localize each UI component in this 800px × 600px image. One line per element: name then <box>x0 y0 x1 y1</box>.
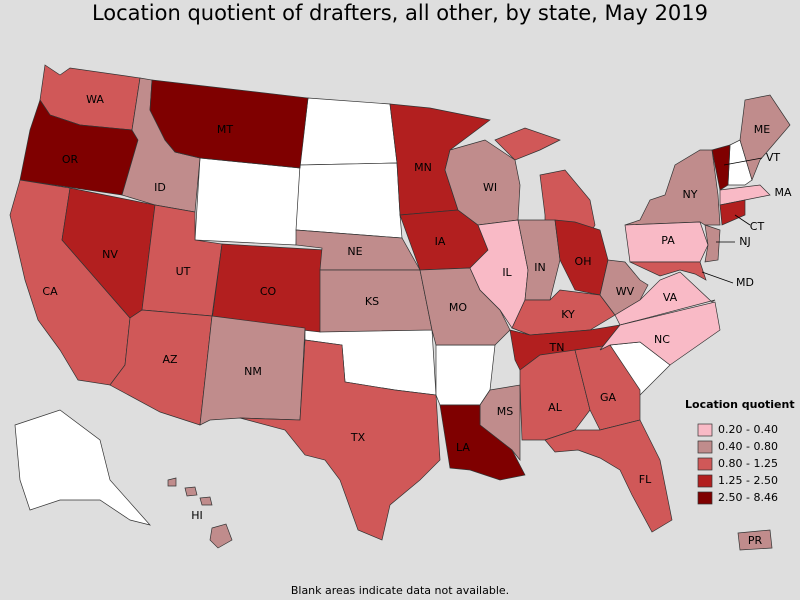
title: Location quotient of drafters, all other… <box>92 1 708 25</box>
state-label: WA <box>86 93 104 106</box>
state-label: LA <box>456 441 470 454</box>
state: CO <box>211 243 326 333</box>
state-label: FL <box>639 473 652 486</box>
state-label: KS <box>365 295 379 308</box>
legend: Location quotient 0.20 - 0.40 0.40 - 0.80… <box>685 398 795 505</box>
state-label: TN <box>549 341 565 354</box>
state-label: VA <box>663 291 678 304</box>
state-label: ME <box>754 123 770 136</box>
state-label: CO <box>260 285 277 298</box>
state-label: WI <box>483 181 497 194</box>
state-shape <box>739 94 791 182</box>
state-shape <box>704 224 721 263</box>
state: NC <box>599 301 721 366</box>
state-label: WV <box>616 285 635 298</box>
state-label: AZ <box>162 353 178 366</box>
state: PR <box>737 529 773 551</box>
leader-line <box>734 214 751 226</box>
state: CA <box>9 179 131 386</box>
state-label: NY <box>683 188 698 201</box>
state-label: PA <box>661 234 675 247</box>
state: HI <box>167 477 233 549</box>
state-shape <box>439 404 526 481</box>
legend-swatch <box>697 474 713 488</box>
state-shape <box>719 184 771 206</box>
state-label: IA <box>435 235 446 248</box>
state-shape <box>544 419 673 533</box>
state-shape <box>149 79 309 169</box>
state-label: OH <box>575 255 592 268</box>
state-shape <box>629 261 707 281</box>
legend-swatch <box>697 491 713 505</box>
state-label: OR <box>62 153 79 166</box>
state: WI <box>444 139 521 226</box>
state-label: CT <box>750 220 765 233</box>
state: TX <box>239 339 441 541</box>
legend-label: 2.50 - 8.46 <box>718 491 778 504</box>
state: VT <box>711 144 781 191</box>
state-label: IN <box>534 261 545 274</box>
state-label: AL <box>548 401 563 414</box>
state-shape <box>624 221 709 263</box>
state-label: NV <box>102 248 118 261</box>
state-label: MA <box>774 186 791 199</box>
state: NM <box>199 315 306 426</box>
leader-line <box>701 271 734 284</box>
legend-label: 0.80 - 1.25 <box>718 457 778 470</box>
state-shape <box>599 301 721 366</box>
state-label: VT <box>766 151 781 164</box>
state: VA <box>614 271 716 326</box>
state-label: MD <box>736 276 754 289</box>
footnote: Blank areas indicate data not available. <box>291 584 509 597</box>
state-shape <box>711 144 731 191</box>
state: LA <box>439 404 526 481</box>
legend-label: 1.25 - 2.50 <box>718 474 778 487</box>
state: PA <box>624 221 709 263</box>
state: OH <box>554 219 609 296</box>
state-label: HI <box>191 509 203 522</box>
state-label: MS <box>497 405 513 418</box>
state: ME <box>739 94 791 182</box>
state: NY <box>624 149 721 226</box>
legend-swatch <box>697 423 713 437</box>
state-label: ID <box>154 181 166 194</box>
state-label: NE <box>347 245 362 258</box>
state-label: NC <box>654 333 670 346</box>
state: FL <box>544 419 673 533</box>
state: KS <box>319 269 433 333</box>
state-label: NM <box>244 365 262 378</box>
state-shape <box>239 339 441 541</box>
leader-line <box>723 157 763 166</box>
state-label: PR <box>748 534 763 547</box>
legend-title: Location quotient <box>685 398 795 411</box>
legend-swatch <box>697 457 713 471</box>
state-label: CA <box>42 285 58 298</box>
state: NE <box>295 229 421 271</box>
state-shape <box>737 529 773 551</box>
state-shape <box>167 477 233 549</box>
state-label: UT <box>176 265 191 278</box>
state-label: NJ <box>739 235 750 248</box>
state-label: MN <box>414 161 432 174</box>
state-label: GA <box>600 391 617 404</box>
state-label: MO <box>449 301 467 314</box>
state: NJ <box>704 224 751 263</box>
state-label: KY <box>561 308 575 321</box>
state: MA <box>719 184 792 206</box>
state: NV <box>61 187 156 319</box>
legend-label: 0.20 - 0.40 <box>718 423 778 436</box>
state: AL <box>519 349 591 441</box>
legend-swatch <box>697 440 713 454</box>
state: CT <box>719 199 765 233</box>
state: MT <box>149 79 309 169</box>
state-label: TX <box>350 431 366 444</box>
state-label: MT <box>217 123 233 136</box>
legend-label: 0.40 - 0.80 <box>718 440 778 453</box>
state: MD <box>629 261 754 289</box>
state-label: IL <box>502 266 512 279</box>
state-shape <box>719 199 746 226</box>
